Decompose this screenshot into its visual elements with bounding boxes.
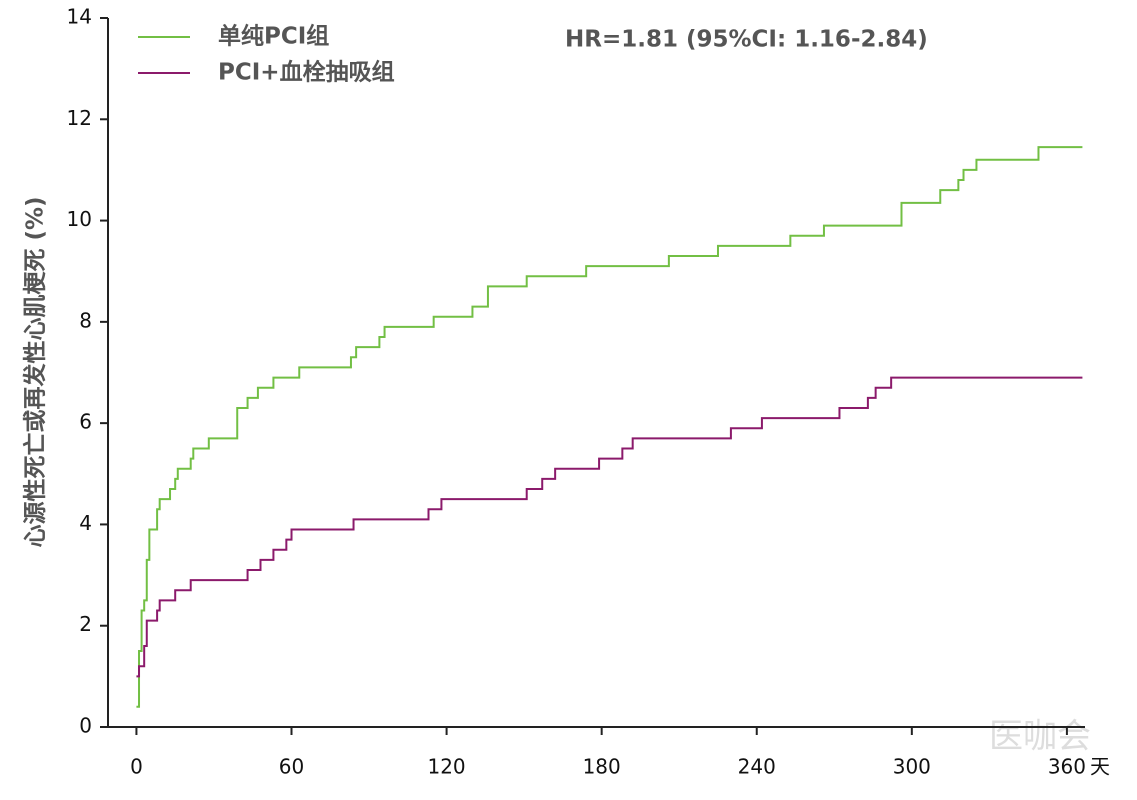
x-tick-label: 60 [279, 755, 304, 779]
x-tick-label: 0 [130, 755, 143, 779]
y-tick-label: 8 [79, 308, 92, 332]
series-line [136, 146, 1083, 708]
y-axis-label: 心源性死亡或再发性心肌梗死 (%) [22, 196, 49, 547]
x-tick-label: 240 [738, 755, 776, 779]
y-tick-label: 4 [79, 511, 92, 535]
y-tick-label: 14 [67, 5, 92, 29]
y-tick-label: 0 [79, 714, 92, 738]
annotation: HR=1.81 (95%CI: 1.16-2.84) [565, 27, 928, 53]
y-tick-label: 2 [79, 612, 92, 636]
legend-label: 单纯PCI组 [218, 23, 329, 50]
series-line [136, 376, 1083, 678]
x-tick-label: 300 [893, 755, 931, 779]
y-tick-label: 12 [67, 106, 92, 130]
x-tick-label: 360 [1048, 755, 1086, 779]
y-tick-label: 6 [79, 410, 92, 434]
watermark: 医咖会 [989, 717, 1091, 757]
x-unit: 天 [1090, 755, 1110, 779]
x-tick-label: 120 [427, 755, 465, 779]
legend-label: PCI+血栓抽吸组 [218, 59, 395, 86]
x-tick-label: 180 [583, 755, 621, 779]
y-tick-label: 10 [67, 207, 92, 231]
